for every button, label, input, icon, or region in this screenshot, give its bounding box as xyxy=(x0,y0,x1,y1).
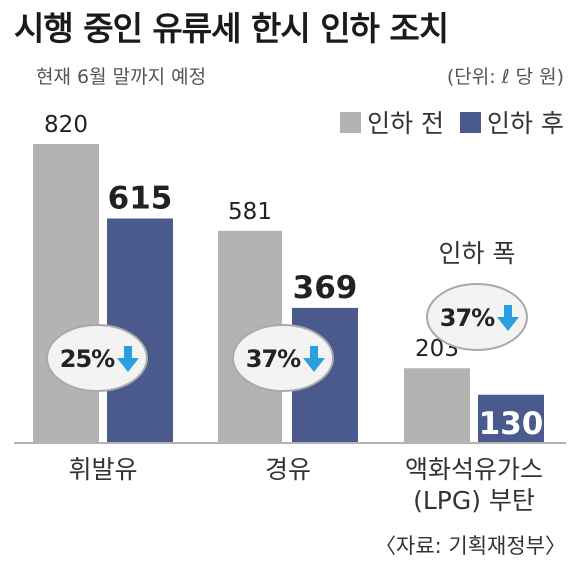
value-label-after-1: 615 xyxy=(108,181,173,217)
bar-before-1 xyxy=(33,144,99,442)
source-note: 〈자료: 기획재정부〉 xyxy=(375,534,566,558)
bar-after-3 xyxy=(478,394,544,442)
cut-oval-3 xyxy=(426,283,528,351)
cut-oval-2 xyxy=(232,324,334,392)
category-label-3-line-1: 액화석유가스 xyxy=(405,455,543,484)
cut-rate-label-1: 25% xyxy=(60,345,115,373)
cut-title-label: 인하 폭 xyxy=(439,239,516,268)
down-arrow-icon-1 xyxy=(117,346,139,372)
value-label-after-2: 369 xyxy=(293,270,358,306)
cut-oval-1 xyxy=(46,324,148,392)
legend-swatch-after xyxy=(460,111,482,133)
down-arrow-icon-3 xyxy=(497,305,519,331)
value-label-before-1: 820 xyxy=(44,112,88,138)
legend-label-after: 인하 후 xyxy=(487,109,564,138)
legend-label-before: 인하 전 xyxy=(367,109,445,138)
chart-title: 시행 중인 유류세 한시 인하 조치 xyxy=(14,9,449,48)
unit-label: (단위: ℓ 당 원) xyxy=(446,66,564,88)
cut-rate-label-3: 37% xyxy=(440,304,495,332)
value-label-after-3: 130 xyxy=(479,406,544,442)
legend-item-before: 인하 전 xyxy=(340,104,444,140)
value-label-before-2: 581 xyxy=(228,199,272,225)
legend: 인하 전 인하 후 xyxy=(340,104,564,140)
down-arrow-icon-2 xyxy=(303,346,325,372)
cut-rate-label-2: 37% xyxy=(246,345,301,373)
category-label-1: 휘발유 xyxy=(68,455,137,484)
category-label-3-line-2: (LPG) 부탄 xyxy=(413,486,535,515)
category-label-2: 경유 xyxy=(265,455,311,484)
bar-before-3 xyxy=(404,368,470,442)
legend-item-after: 인하 후 xyxy=(460,104,564,140)
legend-swatch-before xyxy=(340,111,362,133)
chart-subtitle: 현재 6월 말까지 예정 xyxy=(36,66,207,88)
